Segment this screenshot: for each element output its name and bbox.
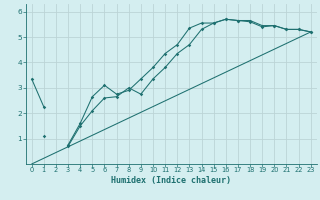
X-axis label: Humidex (Indice chaleur): Humidex (Indice chaleur): [111, 176, 231, 185]
